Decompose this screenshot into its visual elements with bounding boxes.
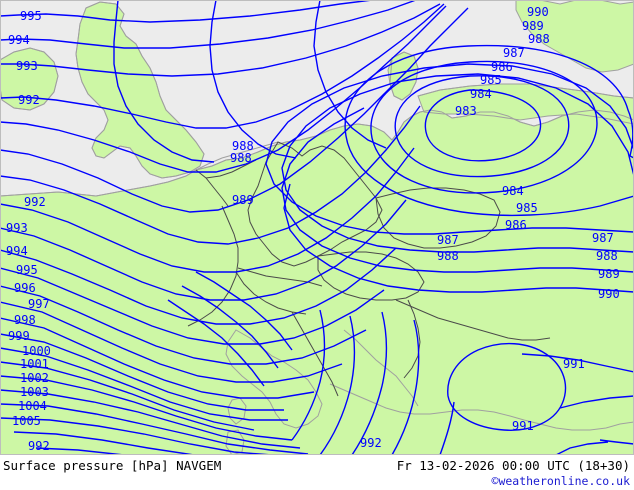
- contour-label: 993: [16, 59, 38, 73]
- isobar-contours: [0, 0, 634, 455]
- contour-label: 985: [480, 73, 502, 87]
- contour-label: 992: [24, 195, 46, 209]
- contour-label: 988: [596, 249, 618, 263]
- contour-label: 1000: [22, 344, 51, 358]
- contour-label: 1003: [20, 385, 49, 399]
- contour-label: 989: [522, 19, 544, 33]
- footer-parameter-label: Surface pressure [hPa] NAVGEM: [3, 458, 222, 473]
- contour-984-closed: [394, 75, 570, 178]
- contour-label: 985: [516, 201, 538, 215]
- contour-label: 994: [6, 244, 28, 258]
- contour-label: 991: [563, 357, 585, 371]
- contour-label: 1005: [12, 414, 41, 428]
- map-footer: Surface pressure [hPa] NAVGEM Fr 13-02-2…: [0, 455, 634, 490]
- contour-label: 992: [18, 93, 40, 107]
- contour-label: 999: [8, 329, 30, 343]
- contour-label: 988: [230, 151, 252, 165]
- contour-label: 988: [437, 249, 459, 263]
- contour-label: 995: [20, 9, 42, 23]
- contour-label: 986: [491, 60, 513, 74]
- contour-label: 996: [14, 281, 36, 295]
- contour-label: 998: [14, 313, 36, 327]
- contour-label: 989: [232, 193, 254, 207]
- map-canvas: [0, 0, 634, 455]
- contour-label: 988: [528, 32, 550, 46]
- contour-label: 990: [527, 5, 549, 19]
- contour-label: 992: [360, 436, 382, 450]
- contour-label: 987: [503, 46, 525, 60]
- contour-label: 987: [592, 231, 614, 245]
- pressure-contour-map[interactable]: 995 994 993 992 992 993 994 995 996 997 998 999 1000…: [0, 0, 634, 455]
- contour-label: 1004: [18, 399, 47, 413]
- contour-label: 995: [16, 263, 38, 277]
- contour-985-closed: [370, 60, 598, 194]
- contour-label: 1001: [20, 357, 49, 371]
- contour-label: 992: [28, 439, 50, 453]
- contour-991-closed: [447, 342, 567, 431]
- contour-label: 984: [502, 184, 524, 198]
- contour-label: 983: [455, 104, 477, 118]
- copyright-label: ©weatheronline.co.uk: [491, 474, 630, 488]
- contour-983-closed: [424, 89, 542, 162]
- contour-label: 997: [28, 297, 50, 311]
- contour-label: 1002: [20, 371, 49, 385]
- contour-label: 984: [470, 87, 492, 101]
- contour-label: 988: [232, 139, 254, 153]
- contour-label: 990: [598, 287, 620, 301]
- footer-validtime-label: Fr 13-02-2026 00:00 UTC (18+30): [396, 458, 630, 473]
- contour-label: 989: [598, 267, 620, 281]
- contour-label: 993: [6, 221, 28, 235]
- contour-label: 986: [505, 218, 527, 232]
- contour-986-closed: [344, 44, 634, 217]
- contour-label: 987: [437, 233, 459, 247]
- contour-label: 994: [8, 33, 30, 47]
- contour-label: 991: [512, 419, 534, 433]
